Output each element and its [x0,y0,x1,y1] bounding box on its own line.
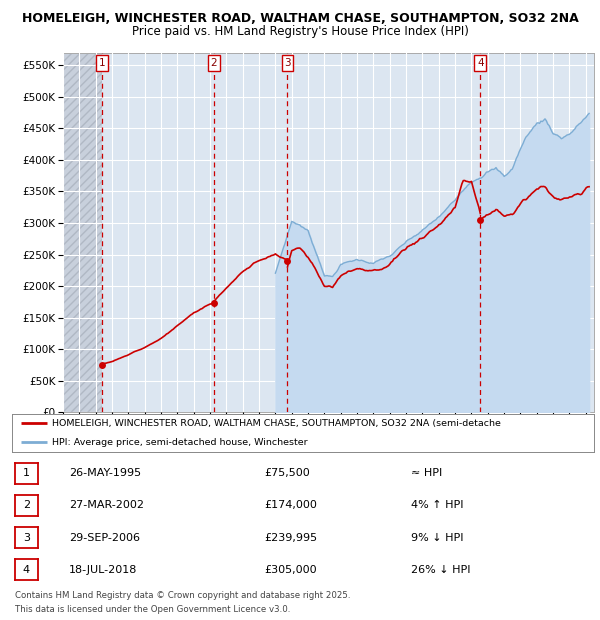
Text: 26% ↓ HPI: 26% ↓ HPI [411,565,470,575]
Text: ≈ HPI: ≈ HPI [411,468,442,478]
Text: 4: 4 [477,58,484,68]
Text: £305,000: £305,000 [264,565,317,575]
Text: £174,000: £174,000 [264,500,317,510]
Text: HPI: Average price, semi-detached house, Winchester: HPI: Average price, semi-detached house,… [52,438,307,447]
Text: 27-MAR-2002: 27-MAR-2002 [69,500,144,510]
Text: 18-JUL-2018: 18-JUL-2018 [69,565,137,575]
Text: 29-SEP-2006: 29-SEP-2006 [69,533,140,542]
Text: 2: 2 [211,58,217,68]
Text: 3: 3 [284,58,291,68]
Text: 3: 3 [23,533,30,542]
Text: 1: 1 [23,468,30,478]
Text: 9% ↓ HPI: 9% ↓ HPI [411,533,464,542]
Text: 2: 2 [23,500,30,510]
Text: 1: 1 [98,58,105,68]
Text: Price paid vs. HM Land Registry's House Price Index (HPI): Price paid vs. HM Land Registry's House … [131,25,469,38]
Text: 4: 4 [23,565,30,575]
Text: 26-MAY-1995: 26-MAY-1995 [69,468,141,478]
Bar [63,53,102,412]
Text: HOMELEIGH, WINCHESTER ROAD, WALTHAM CHASE, SOUTHAMPTON, SO32 2NA (semi-detache: HOMELEIGH, WINCHESTER ROAD, WALTHAM CHAS… [52,418,500,428]
Text: Contains HM Land Registry data © Crown copyright and database right 2025.: Contains HM Land Registry data © Crown c… [15,591,350,600]
Text: HOMELEIGH, WINCHESTER ROAD, WALTHAM CHASE, SOUTHAMPTON, SO32 2NA: HOMELEIGH, WINCHESTER ROAD, WALTHAM CHAS… [22,12,578,25]
Text: 4% ↑ HPI: 4% ↑ HPI [411,500,464,510]
Text: £75,500: £75,500 [264,468,310,478]
Text: £239,995: £239,995 [264,533,317,542]
Text: This data is licensed under the Open Government Licence v3.0.: This data is licensed under the Open Gov… [15,604,290,614]
